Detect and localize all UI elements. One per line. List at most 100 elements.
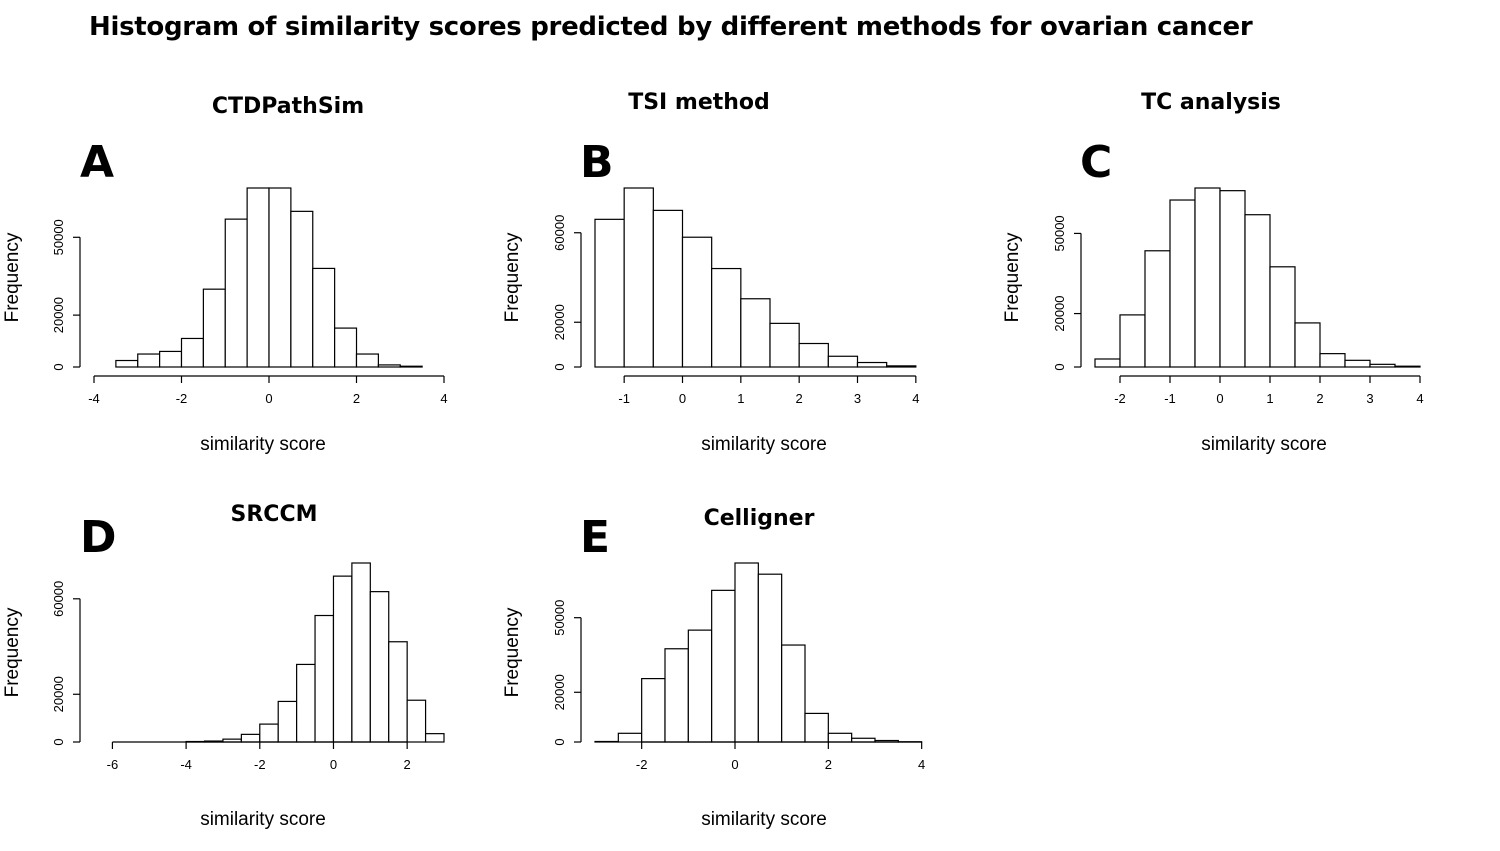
histogram-panel-a: CTDPathSim A -4 -2 0 2 4 0 20000 50000 similarity … (0, 85, 500, 465)
bar (1244, 214, 1271, 368)
x-tick-label: 0 (731, 757, 738, 772)
x-tick-label: 0 (1216, 391, 1223, 406)
bar (856, 361, 888, 368)
x-tick-label: 0 (679, 391, 686, 406)
panel-c-x-axis-label: similarity score (1201, 434, 1327, 455)
bar (115, 359, 139, 368)
histogram-panel-d: SRCCM D -6 -4 -2 0 2 0 20000 60000 similarity scor… (0, 495, 500, 845)
x-tick-label: -1 (1164, 391, 1176, 406)
x-tick-label: 4 (918, 757, 925, 772)
bar (1169, 199, 1196, 368)
bar (827, 732, 853, 743)
panel-a-title: CTDPathSim (212, 94, 364, 119)
y-tick-label: 50000 (1052, 215, 1067, 251)
x-tick-label: -1 (618, 391, 630, 406)
histogram-c-svg: TC analysis C -2 -1 0 1 2 3 4 0 20000 50000 similari… (1002, 90, 1424, 455)
bar (617, 732, 643, 743)
x-tick-label: 2 (404, 757, 411, 772)
y-tick-label: 20000 (552, 304, 567, 340)
panel-b-letter: B (580, 137, 614, 188)
panel-b-x-axis-label: similarity score (701, 434, 827, 455)
bar (202, 288, 226, 368)
x-tick-label: 1 (1266, 391, 1273, 406)
panel-b-title: TSI method (628, 90, 770, 115)
x-tick-label: -4 (180, 757, 192, 772)
x-tick-label: -4 (88, 391, 100, 406)
bar (781, 644, 806, 743)
panel-c-title: TC analysis (1141, 90, 1281, 115)
x-tick-label: 3 (854, 391, 861, 406)
panel-d-x-axis-label: similarity score (200, 809, 326, 830)
bar (623, 187, 654, 368)
histogram-a-svg: CTDPathSim A -4 -2 0 2 4 0 20000 50000 similarity … (2, 94, 448, 455)
bar (740, 298, 771, 368)
bar (1094, 358, 1121, 368)
x-tick-label: 4 (912, 391, 919, 406)
bar (687, 629, 713, 743)
panel-d-letter: D (80, 512, 117, 563)
bar (1344, 359, 1371, 368)
bar (1219, 190, 1246, 368)
x-tick-label: 4 (440, 391, 447, 406)
bar (137, 353, 161, 368)
bar (246, 187, 270, 368)
bar (681, 236, 713, 368)
y-tick-label: 20000 (552, 674, 567, 710)
y-tick-label: 60000 (552, 215, 567, 251)
bar (259, 723, 279, 743)
x-tick-label: 2 (825, 757, 832, 772)
bar (827, 355, 859, 368)
panel-e-y-axis-label: Frequency (502, 607, 523, 697)
y-tick-label: 20000 (51, 676, 66, 712)
bar (769, 322, 800, 368)
y-tick-label: 0 (51, 738, 66, 745)
y-tick-label: 50000 (51, 219, 66, 255)
bar (594, 218, 625, 368)
panel-e-letter: E (580, 512, 610, 563)
bar (369, 591, 390, 743)
bar (334, 327, 358, 368)
y-tick-label: 60000 (51, 581, 66, 617)
panel-a-letter: A (80, 137, 114, 188)
y-tick-label: 0 (1052, 363, 1067, 370)
bar (296, 663, 316, 743)
bar (1119, 314, 1146, 368)
panel-b-y-axis-label: Frequency (502, 232, 523, 322)
bar (1319, 353, 1346, 368)
x-tick-label: 3 (1366, 391, 1373, 406)
histogram-panel-b: TSI method B -1 0 1 2 3 4 0 20000 60000 similarity … (500, 85, 1000, 465)
bar (312, 267, 336, 368)
panel-c-letter: C (1080, 137, 1112, 188)
histogram-d-svg: SRCCM D -6 -4 -2 0 2 0 20000 60000 similarity scor… (2, 502, 445, 830)
x-tick-label: -2 (254, 757, 266, 772)
x-tick-label: 2 (1316, 391, 1323, 406)
bar (664, 648, 689, 743)
bar (1194, 187, 1221, 368)
bar (159, 350, 183, 368)
bar (652, 209, 684, 368)
bar (180, 337, 204, 368)
bar (711, 589, 736, 743)
bar (798, 342, 829, 368)
bar (1369, 363, 1396, 368)
panel-e-title: Celligner (704, 506, 815, 531)
bar (641, 678, 666, 743)
x-tick-label: -2 (1114, 391, 1126, 406)
x-tick-label: 4 (1416, 391, 1423, 406)
bar (594, 740, 619, 743)
panel-a-y-axis-label: Frequency (2, 232, 23, 322)
bar (290, 210, 314, 368)
bar (240, 733, 261, 743)
bar (314, 614, 335, 743)
bar (734, 562, 759, 743)
x-tick-label: 0 (330, 757, 337, 772)
bar (424, 733, 445, 743)
bar (1394, 365, 1421, 368)
histogram-panel-c: TC analysis C -2 -1 0 1 2 3 4 0 20000 50000 similari… (1000, 85, 1500, 465)
panel-d-title: SRCCM (231, 502, 318, 527)
histogram-b-svg: TSI method B -1 0 1 2 3 4 0 20000 60000 similarity … (502, 90, 919, 455)
y-tick-label: 0 (51, 363, 66, 370)
bar (711, 267, 742, 368)
y-tick-label: 20000 (51, 297, 66, 333)
panel-d-y-axis-label: Frequency (2, 607, 23, 697)
